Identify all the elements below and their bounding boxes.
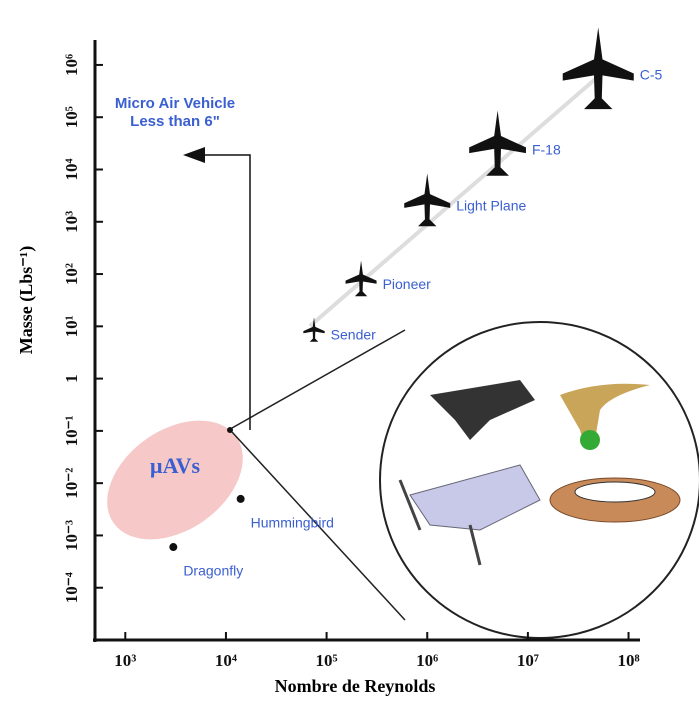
x-tick-label: 10⁸	[617, 651, 639, 670]
mav-arrow	[195, 155, 250, 430]
point-label: Dragonfly	[183, 563, 243, 579]
annotation: Micro Air Vehicle	[115, 95, 235, 112]
point-label: Hummingbird	[251, 515, 334, 531]
y-tick-label: 10⁴	[62, 158, 81, 180]
y-tick-label: 10⁵	[62, 106, 81, 128]
data-point	[469, 110, 526, 175]
y-tick-label: 10¹	[62, 315, 81, 337]
x-tick-label: 10⁶	[416, 651, 438, 670]
y-tick-label: 10⁻³	[62, 520, 81, 551]
data-point	[169, 543, 177, 551]
y-tick-label: 1	[62, 374, 81, 383]
point-label: Sender	[331, 327, 376, 343]
data-point	[237, 495, 245, 503]
x-tick-label: 10⁷	[517, 651, 539, 670]
arrow-head	[183, 147, 205, 163]
data-point	[404, 173, 450, 226]
x-tick-label: 10³	[114, 651, 136, 670]
plane-shape	[404, 173, 450, 226]
data-point	[303, 317, 324, 341]
point-label: C-5	[640, 67, 663, 83]
zoom-line	[232, 330, 405, 428]
point-dot	[169, 543, 177, 551]
y-tick-label: 10⁻⁴	[62, 572, 81, 603]
annotation: Less than 6"	[130, 113, 220, 130]
point-dot	[237, 495, 245, 503]
point-label: Light Plane	[456, 198, 526, 214]
y-tick-label: 10⁻¹	[62, 415, 81, 446]
y-axis-label: Masse (Lbs⁻¹)	[16, 246, 37, 354]
y-tick-label: 10⁻²	[62, 468, 81, 499]
chart: Micro Air Vehicle Less than 6" µAVs Nomb…	[0, 0, 699, 702]
annotation: µAVs	[150, 453, 201, 478]
zoom-circle	[380, 322, 699, 638]
x-axis-label: Nombre de Reynolds	[275, 676, 436, 696]
x-tick-label: 10⁵	[316, 651, 338, 670]
plane-shape	[469, 110, 526, 175]
point-label: F-18	[532, 141, 561, 157]
y-tick-label: 10²	[62, 263, 81, 285]
trend-line	[310, 75, 600, 326]
plane-shape	[303, 317, 324, 341]
y-tick-label: 10⁶	[62, 54, 81, 76]
x-tick-label: 10⁴	[215, 651, 237, 670]
y-tick-label: 10³	[62, 211, 81, 233]
mav-region	[85, 396, 265, 564]
point-label: Pioneer	[383, 276, 432, 292]
